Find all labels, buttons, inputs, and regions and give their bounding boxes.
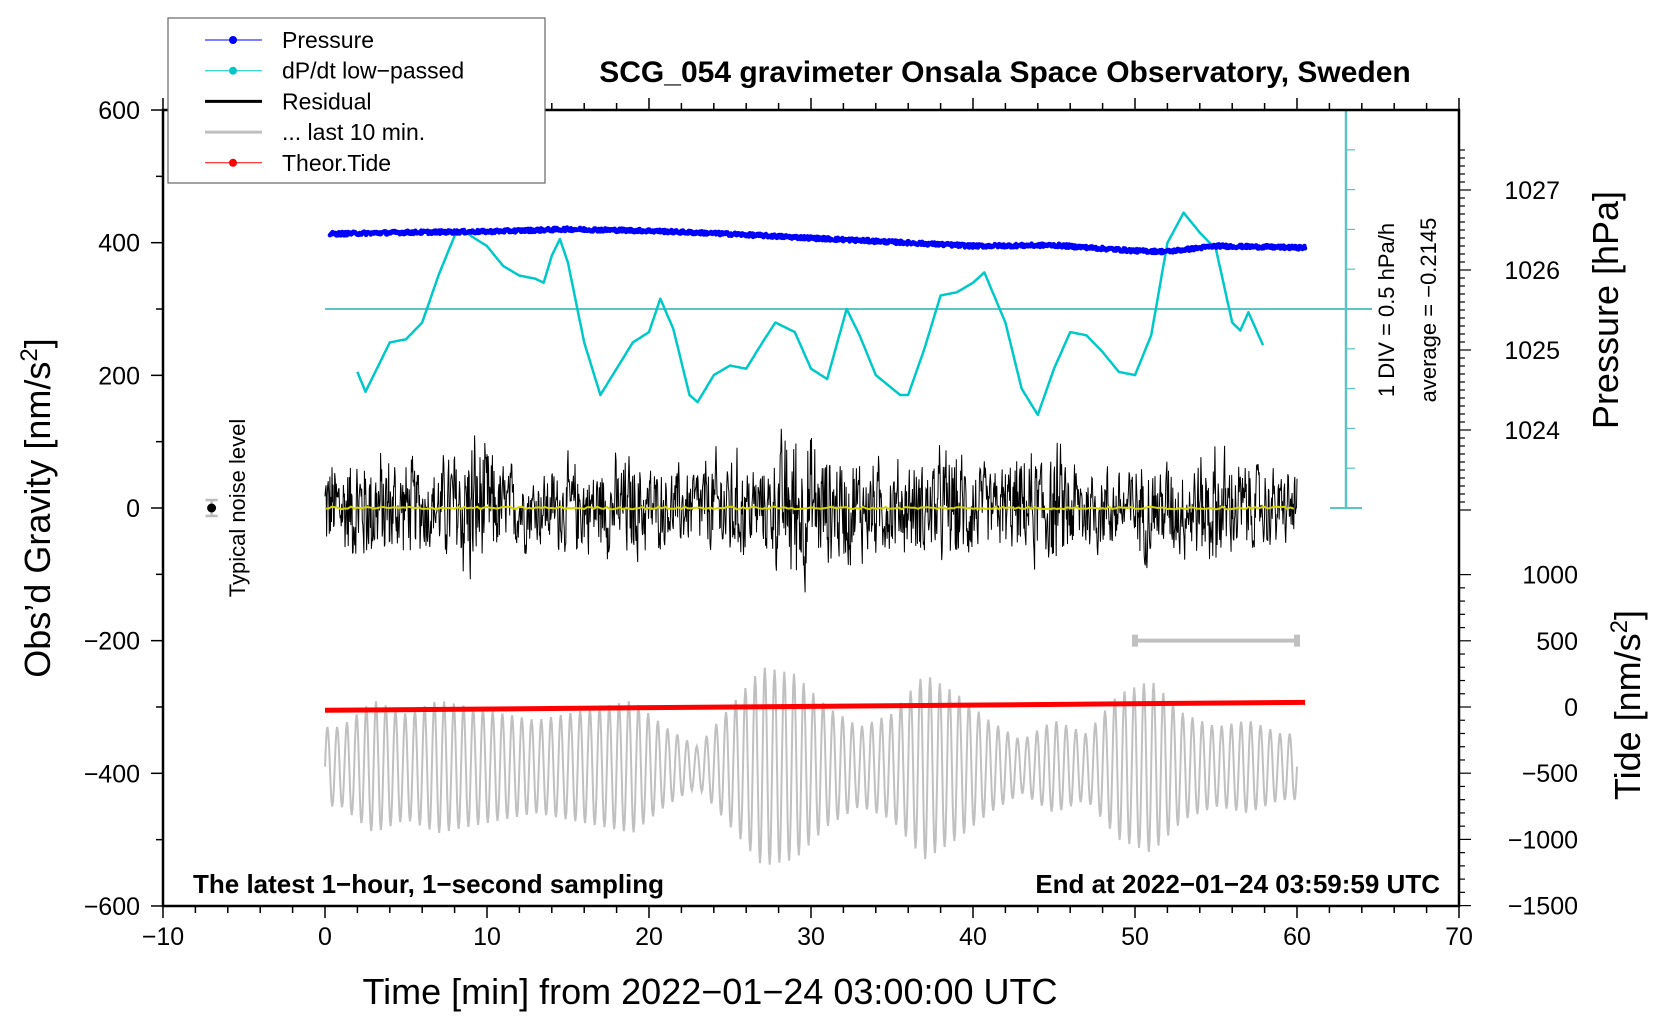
axis-ticks: −10 0 10 20 30 40 50 60 70 −600 −400 −200 0 200 400 600… — [84, 97, 1578, 951]
tide-tick-label: 1000 — [1522, 562, 1578, 590]
y-tick-label: −200 — [84, 628, 140, 656]
x-tick-label: −10 — [142, 923, 184, 951]
legend-label: Theor.Tide — [282, 150, 391, 176]
x-tick-label: 70 — [1445, 923, 1473, 951]
x-tick-label: 40 — [959, 923, 987, 951]
tide-tick-label: 500 — [1536, 628, 1578, 656]
scale-label: 1 DIV = 0.5 hPa/h — [1374, 223, 1399, 397]
pressure-axis-label: Pressure [hPa] — [1585, 191, 1626, 429]
y-tick-label: 200 — [98, 362, 140, 390]
pressure-point — [1302, 246, 1308, 251]
legend-label: Residual — [282, 88, 372, 114]
y-tick-label: 0 — [126, 495, 140, 523]
y-tick-label: 400 — [98, 230, 140, 258]
y-tick-label: −600 — [84, 893, 140, 921]
tide-tick-label: −500 — [1522, 760, 1578, 788]
tide-label-main: Tide [nm/s — [1607, 633, 1648, 800]
x-tick-label: 0 — [318, 923, 332, 951]
legend-marker — [229, 158, 237, 167]
pressure-tick-label: 1026 — [1504, 257, 1560, 285]
y-tick-label: 600 — [98, 97, 140, 125]
legend-label: ... last 10 min. — [282, 119, 425, 145]
y-axis-label: Obs’d Gravity [nm/s2] — [16, 338, 58, 677]
pressure-series — [327, 225, 1308, 256]
tide-label-sup: 2 — [1606, 620, 1633, 633]
bottom-right-annotation: End at 2022−01−24 03:59:59 UTC — [1035, 869, 1440, 899]
y-label-sup: 2 — [16, 348, 43, 361]
data-layer — [205, 109, 1372, 865]
x-tick-label: 20 — [635, 923, 663, 951]
bottom-left-annotation: The latest 1−hour, 1−second sampling — [193, 869, 664, 899]
legend-label: dP/dt low−passed — [282, 58, 464, 84]
noise-level-label: Typical noise level — [225, 419, 250, 598]
x-axis-label: Time [min] from 2022−01−24 03:00:00 UTC — [362, 971, 1057, 1012]
tide-axis-label: Tide [nm/s2] — [1606, 610, 1648, 800]
pressure-tick-label: 1025 — [1504, 337, 1560, 365]
legend: Pressure dP/dt low−passed Residual ... last… — [167, 17, 546, 184]
x-tick-label: 50 — [1121, 923, 1149, 951]
average-label: average = −0.2145 — [1416, 218, 1441, 403]
last-10-min-bar-cap — [1294, 634, 1300, 647]
residual-mean-line — [324, 505, 1295, 511]
last-10-min-series-line — [324, 667, 1298, 865]
residual-series-line — [324, 428, 1298, 593]
dpdt-series-line — [356, 211, 1265, 417]
theor-tide-series-line — [324, 699, 1306, 713]
tide-label-end: ] — [1607, 610, 1648, 620]
y-label-end: ] — [17, 338, 58, 348]
pressure-tick-label: 1027 — [1504, 177, 1560, 205]
legend-marker — [229, 36, 237, 44]
legend-marker — [229, 66, 237, 75]
y-label-main: Obs’d Gravity [nm/s — [17, 362, 58, 678]
last-10-min-bar-cap — [1132, 634, 1138, 647]
tide-tick-label: 0 — [1564, 694, 1578, 722]
tide-tick-label: −1000 — [1508, 826, 1578, 854]
y-tick-label: −400 — [84, 760, 140, 788]
noise-level-point — [207, 503, 217, 513]
x-tick-label: 30 — [797, 923, 825, 951]
x-tick-label: 10 — [473, 923, 501, 951]
plot-frame — [161, 108, 1461, 908]
tide-tick-label: −1500 — [1508, 893, 1578, 921]
pressure-tick-label: 1024 — [1504, 417, 1560, 445]
chart-title: SCG_054 gravimeter Onsala Space Observat… — [599, 56, 1411, 89]
legend-label: Pressure — [282, 27, 374, 53]
x-tick-label: 60 — [1283, 923, 1311, 951]
